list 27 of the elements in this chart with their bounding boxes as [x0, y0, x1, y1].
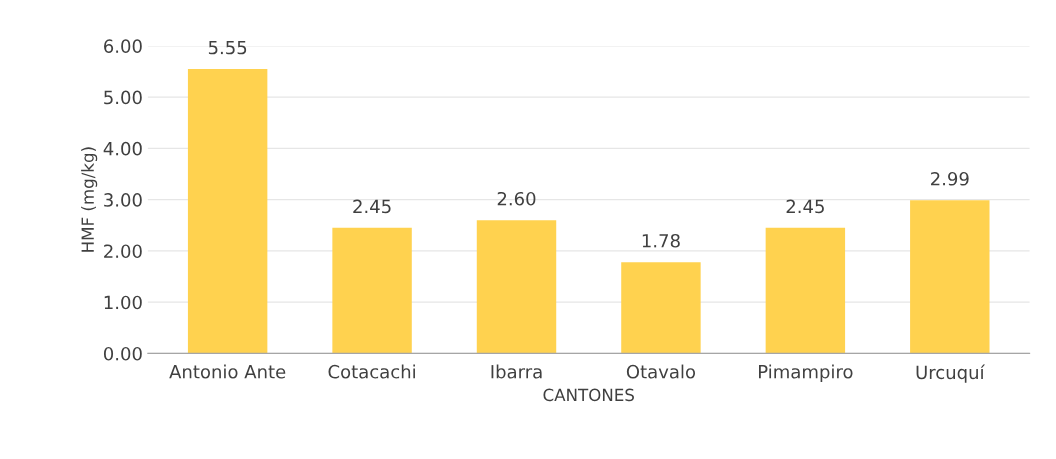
x-tick-label: Otavalo: [626, 364, 696, 379]
y-tick-label: 0.00: [103, 346, 142, 361]
x-tick-label: Urcuquí: [916, 364, 986, 383]
y-tick-label: 5.00: [104, 90, 142, 105]
x-axis-title: CANTONES: [543, 388, 634, 402]
x-tick-label: Pimampiro: [759, 364, 853, 383]
y-tick-label: 6.00: [104, 39, 142, 54]
bar: [765, 227, 846, 354]
y-tick-label: 4.00: [103, 141, 142, 156]
bar: [332, 227, 412, 354]
bar: [476, 220, 557, 354]
data-label: 5.55: [208, 40, 247, 55]
data-label: 1.78: [642, 233, 680, 248]
data-label: 2.45: [353, 199, 391, 214]
y-tick-label: 2.00: [104, 244, 142, 259]
bar: [910, 200, 990, 354]
y-tick-label: 3.00: [104, 193, 142, 207]
data-label: 2.45: [786, 199, 824, 214]
x-tick-label: Cotacachi: [328, 364, 415, 379]
y-axis-title: HMF (mg/kg): [81, 147, 98, 252]
data-label: 2.99: [931, 171, 969, 186]
bar: [187, 68, 268, 354]
y-tick-label: 1.00: [104, 295, 142, 310]
x-tick-label: Ibarra: [491, 364, 542, 379]
bar: [621, 262, 701, 354]
data-label: 2.60: [497, 191, 536, 206]
x-tick-label: Antonio Ante: [169, 364, 286, 379]
